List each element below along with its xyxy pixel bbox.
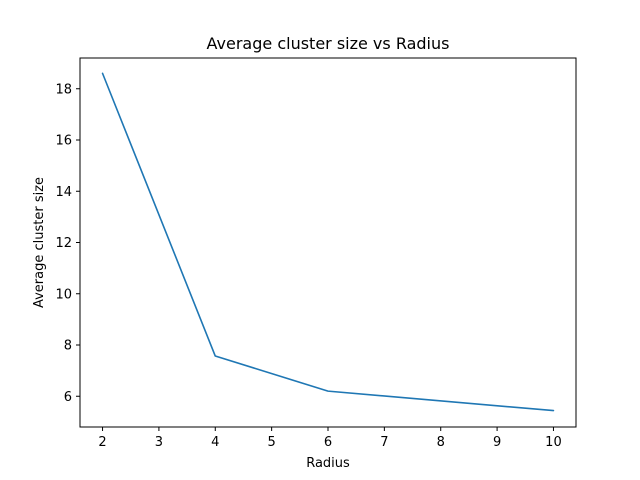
y-tick-label: 14 — [55, 185, 72, 200]
x-tick-label: 7 — [380, 435, 388, 450]
x-tick-label: 2 — [98, 435, 106, 450]
x-tick-label: 6 — [324, 435, 332, 450]
x-axis-ticks: 2 3 4 5 6 7 8 9 10 — [98, 427, 562, 450]
x-tick-label: 8 — [437, 435, 445, 450]
plot-frame — [79, 57, 577, 428]
x-tick-label: 9 — [493, 435, 501, 450]
y-tick-label: 8 — [64, 339, 72, 354]
x-tick-label: 5 — [267, 435, 275, 450]
x-axis-label: Radius — [306, 456, 350, 471]
y-tick-label: 12 — [55, 236, 72, 251]
y-tick-label: 6 — [64, 390, 72, 405]
x-tick-label: 10 — [545, 435, 562, 450]
y-tick-label: 18 — [55, 82, 72, 97]
y-axis-ticks: 6 8 10 12 14 16 18 — [55, 82, 80, 405]
x-tick-label: 4 — [211, 435, 219, 450]
series-line — [101, 72, 555, 412]
y-axis-label: Average cluster size — [32, 177, 47, 308]
series-layer — [101, 72, 555, 412]
x-tick-label: 3 — [155, 435, 163, 450]
y-tick-label: 10 — [55, 287, 72, 302]
y-tick-label: 16 — [55, 134, 72, 149]
chart-title: Average cluster size vs Radius — [207, 34, 450, 53]
plot-background — [80, 58, 576, 427]
